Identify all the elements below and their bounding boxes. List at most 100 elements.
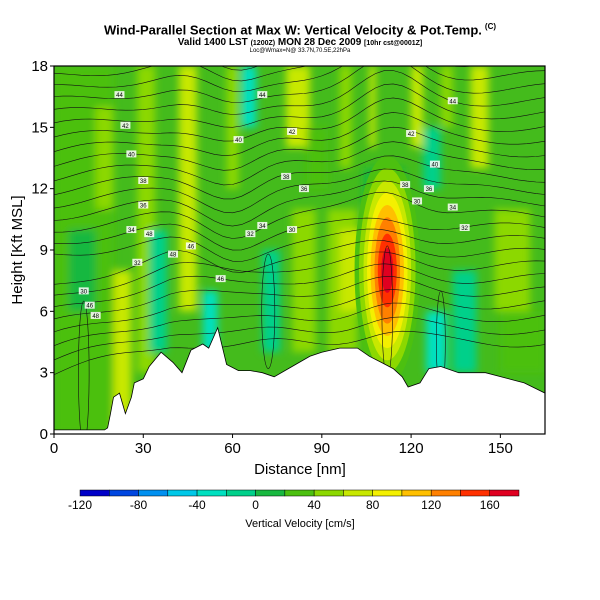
velocity-region [369, 66, 376, 148]
contour-label-bg [281, 172, 292, 180]
contour-label: 40 [235, 138, 242, 144]
isentrope-closed-contour [78, 300, 90, 434]
contour-label-bg [406, 129, 417, 137]
contour-label-bg [138, 201, 149, 209]
isentrope-line [54, 289, 545, 333]
velocity-region [178, 66, 197, 312]
x-tick-label: 90 [313, 440, 330, 457]
contour-label-bg [459, 224, 470, 232]
contour-label: 30 [80, 289, 87, 295]
velocity-region [306, 127, 328, 189]
colorbar-tick-label: 80 [366, 498, 380, 512]
x-tick-label: 150 [488, 440, 513, 457]
contour-label-bg [132, 258, 143, 266]
contour-label-bg [447, 97, 458, 105]
contour-label-bg [138, 176, 149, 184]
contour-label-bg [257, 221, 268, 229]
contour-label-bg [287, 226, 298, 234]
velocity-region [149, 229, 168, 353]
contour-label-bg [168, 250, 179, 258]
contour-label: 48 [92, 314, 99, 320]
contour-label: 38 [402, 183, 409, 189]
contour-label: 44 [449, 99, 456, 105]
colorbar-cell [489, 489, 520, 497]
colorbar-cell [109, 489, 139, 497]
contour-label: 34 [449, 206, 456, 212]
y-axis-label: Height [Kft MSL] [9, 195, 26, 304]
velocity-region [500, 311, 545, 373]
colorbar-cell [401, 489, 432, 497]
contour-label: 40 [128, 152, 135, 158]
contour-label-bg [126, 226, 137, 234]
isentrope-line [54, 263, 545, 307]
colorbar-tick-label: -40 [188, 498, 206, 512]
contour-label-bg [400, 181, 411, 189]
isentrope-line [54, 316, 545, 361]
contour-label-bg [423, 185, 434, 193]
colorbar-tick-label: 160 [480, 498, 500, 512]
contour-label-bg [245, 230, 256, 238]
x-axis-label: Distance [nm] [254, 461, 346, 478]
contour-label-bg [114, 91, 125, 99]
colorbar-cell [196, 489, 227, 497]
y-tick-label: 3 [40, 365, 48, 382]
contour-label: 46 [217, 277, 224, 283]
contour-label-bg [78, 287, 89, 295]
colorbar-tick-label: -120 [68, 498, 92, 512]
velocity-region [422, 127, 441, 189]
contour-label: 36 [140, 204, 147, 210]
x-tick-label: 0 [50, 440, 58, 457]
chart-title: Wind-Parallel Section at Max W: Vertical… [103, 22, 497, 38]
colorbar-cell [430, 489, 461, 497]
contour-label: 32 [461, 226, 468, 232]
contour-label: 40 [432, 163, 439, 169]
velocity-region [113, 270, 132, 434]
colorbar-cell [255, 489, 286, 497]
contour-label-bg [126, 150, 137, 158]
velocity-region [95, 106, 114, 210]
colorbar-cell [79, 489, 110, 497]
contour-label: 42 [122, 124, 129, 130]
contour-label: 30 [414, 199, 421, 205]
velocity-region [241, 66, 257, 128]
isentrope-line [54, 180, 545, 227]
colorbar-tick-label: 120 [421, 498, 441, 512]
contour-label: 46 [86, 304, 93, 310]
isentrope-line [54, 302, 545, 346]
colorbar-cell [313, 489, 344, 497]
contour-label: 42 [408, 132, 415, 138]
y-tick-label: 18 [31, 58, 48, 75]
velocity-region [262, 250, 281, 353]
colorbar-cell [138, 489, 169, 497]
isentrope-line [54, 66, 545, 103]
contour-label: 48 [146, 232, 153, 238]
colorbar-tick-label: 0 [252, 498, 259, 512]
contour-label: 32 [134, 261, 141, 267]
contour-label: 36 [301, 187, 308, 193]
contour-label: 38 [140, 179, 147, 185]
terrain-mask [54, 326, 545, 434]
chart-location-note: Loc@Wmax=N@ 33.7N,70.5E,22hPa [249, 48, 351, 54]
contour-label: 34 [128, 228, 135, 234]
x-tick-label: 60 [224, 440, 241, 457]
y-tick-label: 12 [31, 181, 48, 198]
contour-label-bg [144, 230, 155, 238]
isentrope-line [54, 70, 545, 115]
colorbar-label: Vertical Velocity [cm/s] [245, 518, 354, 530]
x-tick-label: 120 [399, 440, 424, 457]
velocity-region [470, 66, 489, 169]
y-tick-label: 15 [31, 119, 48, 136]
colorbar-cell [343, 489, 373, 497]
velocity-region [440, 66, 453, 128]
contour-label: 44 [116, 93, 123, 99]
isentrope-line [54, 276, 545, 320]
y-tick-label: 0 [40, 426, 48, 443]
x-tick-label: 30 [135, 440, 152, 457]
colorbar-cell [372, 489, 403, 497]
contour-label-bg [90, 311, 101, 319]
contour-label: 32 [247, 232, 254, 238]
contour-label: 38 [283, 175, 290, 181]
contour-label: 30 [289, 228, 296, 234]
colorbar-cell [226, 489, 256, 497]
